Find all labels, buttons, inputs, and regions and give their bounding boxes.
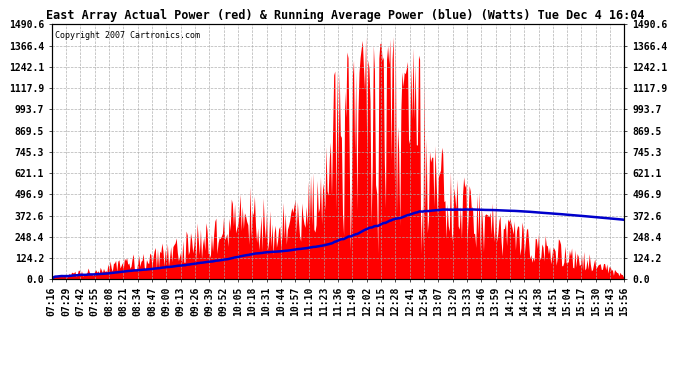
Text: East Array Actual Power (red) & Running Average Power (blue) (Watts) Tue Dec 4 1: East Array Actual Power (red) & Running …	[46, 9, 644, 22]
Text: Copyright 2007 Cartronics.com: Copyright 2007 Cartronics.com	[55, 31, 199, 40]
